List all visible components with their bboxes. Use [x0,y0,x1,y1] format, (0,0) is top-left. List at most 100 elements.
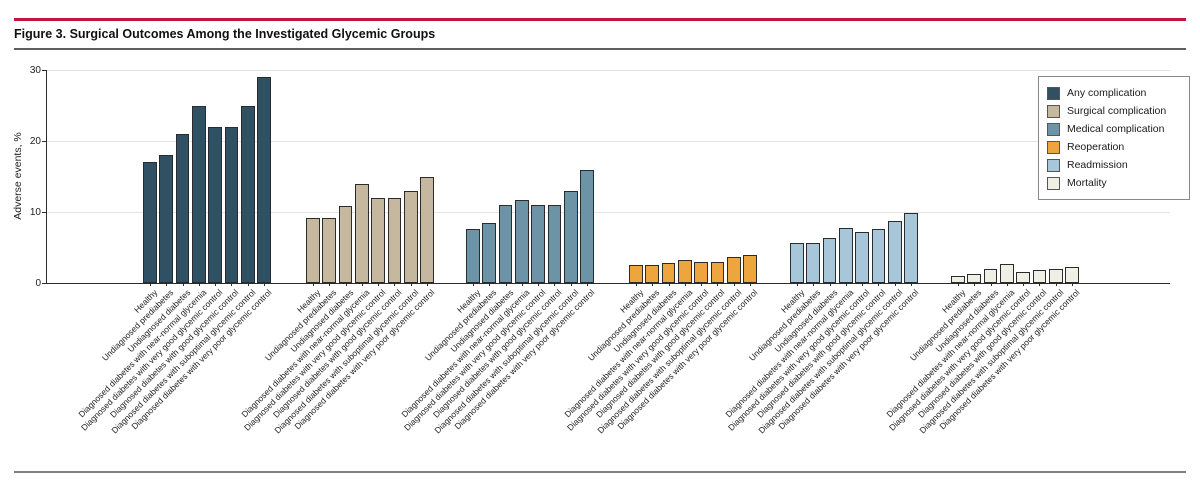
x-axis-tick [489,283,491,286]
bar [983,268,998,283]
bar [338,206,353,283]
legend-item: Reoperation [1047,138,1181,156]
bar [306,217,320,283]
bottom-divider [14,471,1186,473]
bar [999,263,1014,283]
bar [838,227,853,283]
x-axis-tick [215,283,217,286]
x-axis-tick [378,283,380,286]
bar [514,199,529,283]
x-axis-tick [957,283,959,286]
bar [743,255,757,283]
x-axis-tick [247,283,249,286]
x-axis-tick [361,283,363,286]
bar [967,274,982,283]
x-axis-tick [231,283,233,286]
x-axis-tick [570,283,572,286]
bar [629,265,643,283]
bar [871,229,886,283]
x-axis-tick [829,283,831,286]
x-axis-tick [394,283,396,286]
bar [482,223,497,283]
legend-swatch [1047,104,1060,118]
bar [371,197,385,283]
bar [904,213,918,283]
legend-label: Readmission [1067,159,1128,171]
y-tick-label: 20 [29,135,41,147]
x-axis-tick [635,283,637,286]
x-axis-tick [427,283,428,286]
legend-label: Any complication [1067,87,1147,99]
legend-label: Reoperation [1067,141,1125,153]
bar [887,221,902,283]
bar [531,204,545,283]
x-axis-tick [538,283,540,286]
bar [354,184,369,283]
x-axis-tick [845,283,847,286]
legend-item: Mortality [1047,174,1181,192]
bar [159,155,174,283]
y-tick-label: 10 [29,206,41,218]
title-divider [14,48,1186,50]
x-axis-tick [911,283,912,286]
bar [387,197,402,283]
y-axis-line [46,70,48,284]
gridline [47,141,1170,142]
legend-item: Any complication [1047,84,1181,102]
bar [208,126,222,283]
bar [661,263,676,283]
x-axis-tick [1023,283,1025,286]
legend-label: Surgical complication [1067,105,1167,117]
x-axis-tick [974,283,976,286]
x-axis-tick [733,283,735,286]
bar [322,217,337,283]
bar [466,229,480,283]
x-axis-tick [652,283,654,286]
x-axis-tick [166,283,168,286]
bar [191,105,206,283]
x-axis-tick [312,283,314,286]
x-axis-line [47,282,1170,284]
legend-item: Surgical complication [1047,102,1181,120]
x-axis-tick [1055,283,1057,286]
bar [143,162,157,283]
bar [855,231,869,283]
x-axis-tick [329,283,331,286]
x-axis-tick [878,283,880,286]
y-axis-tick [42,283,46,285]
y-tick-label: 0 [35,277,41,289]
x-axis-tick [345,283,347,286]
gridline [47,70,1170,71]
bar [1065,267,1079,283]
legend-swatch [1047,176,1060,190]
bar [806,242,821,283]
x-axis-tick [587,283,588,286]
x-axis-tick [198,283,200,286]
plot-area [46,70,1170,286]
x-axis-tick [813,283,815,286]
bar [403,190,418,283]
legend: Any complication Surgical complication Med… [1038,76,1190,200]
y-axis-tick [42,70,46,72]
bar [790,242,804,283]
y-tick-label: 30 [29,64,41,76]
x-axis-tick [717,283,719,286]
bar [240,105,255,283]
x-axis-tick [410,283,412,286]
x-axis-tick [521,283,523,286]
bar [547,204,562,283]
legend-label: Medical complication [1067,123,1165,135]
x-axis-tick [554,283,556,286]
bar [1016,271,1030,283]
x-axis-tick [505,283,507,286]
bar [175,133,190,283]
x-axis-tick [668,283,670,286]
legend-item: Readmission [1047,156,1181,174]
bar [677,259,692,283]
x-axis-tick [1039,283,1041,286]
bar [645,265,660,283]
figure-title: Figure 3. Surgical Outcomes Among the In… [14,27,436,41]
bar [224,126,239,283]
x-axis-tick [182,283,184,286]
